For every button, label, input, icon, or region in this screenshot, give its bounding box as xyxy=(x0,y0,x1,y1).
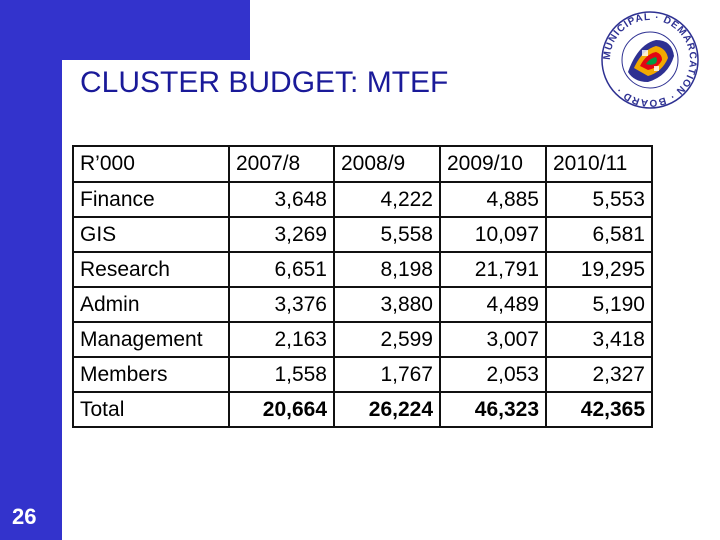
table-cell: 8,198 xyxy=(333,251,441,288)
row-label: Admin xyxy=(72,286,230,323)
table-cell: 5,558 xyxy=(333,216,441,253)
table-row: GIS 3,269 5,558 10,097 6,581 xyxy=(72,216,653,253)
page-number: 26 xyxy=(12,504,37,529)
table-cell: 3,648 xyxy=(228,181,335,218)
slide-title: CLUSTER BUDGET: MTEF xyxy=(80,66,449,99)
column-header: 2007/8 xyxy=(228,145,335,183)
row-label: Research xyxy=(72,251,230,288)
table-cell: 21,791 xyxy=(439,251,547,288)
row-label: Finance xyxy=(72,181,230,218)
column-header: 2010/11 xyxy=(545,145,653,183)
total-cell: 20,664 xyxy=(228,391,335,428)
table-cell: 3,007 xyxy=(439,321,547,358)
table-row: Members 1,558 1,767 2,053 2,327 xyxy=(72,356,653,393)
table-cell: 5,190 xyxy=(545,286,653,323)
table-cell: 3,269 xyxy=(228,216,335,253)
table-cell: 10,097 xyxy=(439,216,547,253)
table-row: Management 2,163 2,599 3,007 3,418 xyxy=(72,321,653,358)
top-accent-band xyxy=(0,0,250,60)
budget-table: R’000 2007/8 2008/9 2009/10 2010/11 Fina… xyxy=(72,145,653,428)
column-header: R’000 xyxy=(72,145,230,183)
table-row: Admin 3,376 3,880 4,489 5,190 xyxy=(72,286,653,323)
table-cell: 3,376 xyxy=(228,286,335,323)
total-cell: 26,224 xyxy=(333,391,441,428)
table-cell: 5,553 xyxy=(545,181,653,218)
table-cell: 2,163 xyxy=(228,321,335,358)
table-cell: 2,327 xyxy=(545,356,653,393)
table-cell: 3,418 xyxy=(545,321,653,358)
table-cell: 4,885 xyxy=(439,181,547,218)
table-cell: 6,581 xyxy=(545,216,653,253)
row-label: Members xyxy=(72,356,230,393)
row-label: Total xyxy=(72,391,230,428)
column-header: 2009/10 xyxy=(439,145,547,183)
municipal-demarcation-board-logo-icon: MUNICIPAL · DEMARCATION · BOARD · xyxy=(601,11,699,109)
total-cell: 42,365 xyxy=(545,391,653,428)
row-label: Management xyxy=(72,321,230,358)
column-header: 2008/9 xyxy=(333,145,441,183)
table-cell: 1,767 xyxy=(333,356,441,393)
table-row: Finance 3,648 4,222 4,885 5,553 xyxy=(72,181,653,218)
table-row: Research 6,651 8,198 21,791 19,295 xyxy=(72,251,653,288)
table-cell: 2,053 xyxy=(439,356,547,393)
table-cell: 4,489 xyxy=(439,286,547,323)
table-cell: 1,558 xyxy=(228,356,335,393)
table-cell: 2,599 xyxy=(333,321,441,358)
table-header-row: R’000 2007/8 2008/9 2009/10 2010/11 xyxy=(72,145,653,183)
row-label: GIS xyxy=(72,216,230,253)
table-cell: 6,651 xyxy=(228,251,335,288)
table-cell: 3,880 xyxy=(333,286,441,323)
left-accent-band xyxy=(0,0,62,540)
table-cell: 4,222 xyxy=(333,181,441,218)
total-row: Total 20,664 26,224 46,323 42,365 xyxy=(72,391,653,428)
total-cell: 46,323 xyxy=(439,391,547,428)
table-cell: 19,295 xyxy=(545,251,653,288)
